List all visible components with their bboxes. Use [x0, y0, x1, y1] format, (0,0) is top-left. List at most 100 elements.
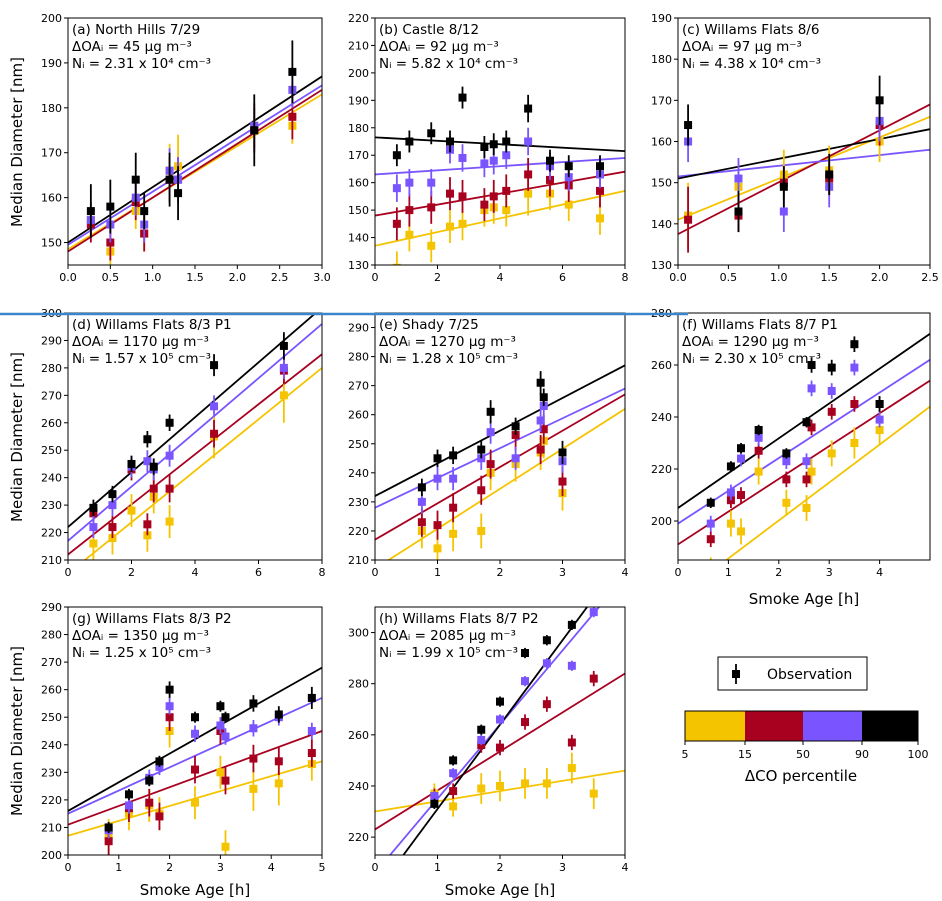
data-point-p90-100 [249, 699, 258, 708]
data-point-p50-90 [827, 387, 836, 395]
data-point-p50-90 [875, 415, 884, 424]
y-tick-label: 160 [41, 192, 62, 205]
y-tick-label: 290 [41, 601, 62, 614]
data-point-p90-100 [754, 426, 763, 434]
y-tick-label: 220 [348, 831, 369, 844]
y-tick-label: 250 [41, 444, 62, 457]
data-point-p90-100 [165, 685, 174, 694]
data-point-p5-15 [249, 784, 258, 793]
x-tick-label: 2 [166, 861, 173, 874]
data-point-p15-50 [782, 475, 791, 484]
x-tick-label: 0 [65, 566, 72, 579]
data-point-p90-100 [875, 96, 884, 105]
fit-line-p90-100 [375, 364, 625, 497]
y-tick-label: 280 [41, 362, 62, 375]
delta-oa-label-e: ΔOAᵢ = 1270 µg m⁻³ [379, 334, 516, 350]
data-point-p90-100 [684, 121, 693, 130]
colorbar-segment-p15-50 [745, 711, 803, 741]
data-point-p50-90 [108, 501, 117, 510]
delta-oa-label-b: ΔOAᵢ = 92 µg m⁻³ [379, 39, 499, 55]
x-tick-label: 8 [319, 566, 326, 579]
x-tick-label: 1 [434, 566, 441, 579]
plot-area-c [678, 75, 930, 253]
y-tick-label: 240 [41, 472, 62, 485]
panel-title-c: (c) Willams Flats 8/6 [682, 22, 819, 38]
panel-d: 02468210220230240250260270280290300(d) W… [41, 307, 326, 579]
data-point-p15-50 [706, 535, 715, 544]
y-tick-label: 190 [41, 57, 62, 70]
data-point-p50-90 [567, 661, 576, 670]
data-point-p90-100 [779, 182, 788, 191]
x-tick-label: 2.5 [921, 271, 939, 284]
x-tick-label: 3 [217, 861, 224, 874]
data-point-p50-90 [486, 428, 495, 437]
data-point-p90-100 [108, 490, 117, 499]
data-point-p90-100 [596, 162, 604, 171]
data-point-p5-15 [449, 529, 458, 538]
fit-line-p90-100 [678, 128, 930, 180]
data-point-p15-50 [521, 718, 529, 727]
data-point-p50-90 [124, 801, 133, 810]
data-point-p5-15 [165, 517, 174, 526]
y-tick-label: 260 [41, 684, 62, 697]
x-tick-label: 3.0 [313, 271, 331, 284]
data-point-p15-50 [307, 749, 316, 758]
data-point-p50-90 [850, 363, 859, 372]
data-point-p50-90 [216, 721, 225, 730]
panel-title-f: (f) Willams Flats 8/7 P1 [682, 317, 838, 333]
y-tick-label: 200 [41, 12, 62, 25]
data-point-p90-100 [542, 636, 551, 645]
panel-title-e: (e) Shady 7/25 [379, 317, 479, 333]
y-tick-label: 160 [348, 177, 369, 190]
data-point-p90-100 [131, 175, 140, 184]
data-point-p5-15 [477, 784, 486, 793]
data-point-p15-50 [145, 798, 154, 807]
data-point-p90-100 [221, 713, 230, 722]
x-tick-label: 6 [255, 566, 262, 579]
data-point-p15-50 [249, 754, 258, 763]
data-point-p90-100 [288, 67, 297, 76]
y-tick-label: 180 [651, 53, 672, 66]
data-point-p5-15 [754, 467, 763, 476]
x-tick-label: 3 [826, 566, 833, 579]
x-tick-label: 1.0 [770, 271, 788, 284]
panel-c: 0.0 0.5 1.0 1.5 2.0 2.5 130 140 150 160 170 180 190 (… [651, 12, 939, 284]
data-point-p50-90 [449, 769, 458, 778]
data-point-p90-100 [149, 462, 158, 471]
x-tick-label: 4 [192, 566, 199, 579]
legend-box [717, 656, 868, 691]
data-point-p15-50 [221, 776, 230, 785]
panel-b: 0 2 4 6 8 130 140 150 160 170 180 190 200 210 220 (b) C… [348, 12, 629, 284]
y-tick-label: 260 [348, 409, 369, 422]
y-tick-label: 150 [41, 237, 62, 250]
x-tick-label: 2 [497, 566, 504, 579]
data-point-p50-90 [802, 457, 811, 466]
fit-line-p5-15 [386, 408, 625, 560]
y-tick-label: 190 [348, 94, 369, 107]
data-point-p15-50 [458, 192, 467, 201]
panel-a: 0.0 0.5 1.0 1.5 2.0 2.5 3.0 150 160 170 180 190 200 (… [41, 12, 331, 284]
plot-area-g [68, 666, 322, 855]
data-point-p15-50 [684, 215, 693, 224]
y-tick-label: 210 [41, 554, 62, 567]
delta-oa-label-a: ΔOAᵢ = 45 µg m⁻³ [72, 39, 192, 55]
data-point-p15-50 [827, 407, 836, 416]
plot-area-d [68, 313, 322, 560]
y-tick-label: 210 [348, 39, 369, 52]
y-tick-label: 280 [348, 351, 369, 364]
data-point-p90-100 [449, 451, 458, 460]
data-point-p15-50 [480, 200, 489, 209]
colorbar-tick-label: 100 [908, 748, 929, 761]
x-tick-label: 2.5 [271, 271, 289, 284]
data-point-p90-100 [145, 776, 154, 785]
y-tick-label: 240 [651, 411, 672, 424]
data-point-p90-100 [802, 418, 811, 427]
y-tick-label: 210 [41, 821, 62, 834]
data-point-p90-100 [825, 170, 834, 179]
data-point-p50-90 [405, 178, 414, 187]
plot-area-h [375, 607, 625, 855]
y-tick-label: 140 [651, 218, 672, 231]
data-point-p50-90 [165, 702, 174, 711]
panel-title-d: (d) Willams Flats 8/3 P1 [72, 317, 232, 333]
y-axis-label: Median Diameter [nm] [8, 352, 26, 522]
